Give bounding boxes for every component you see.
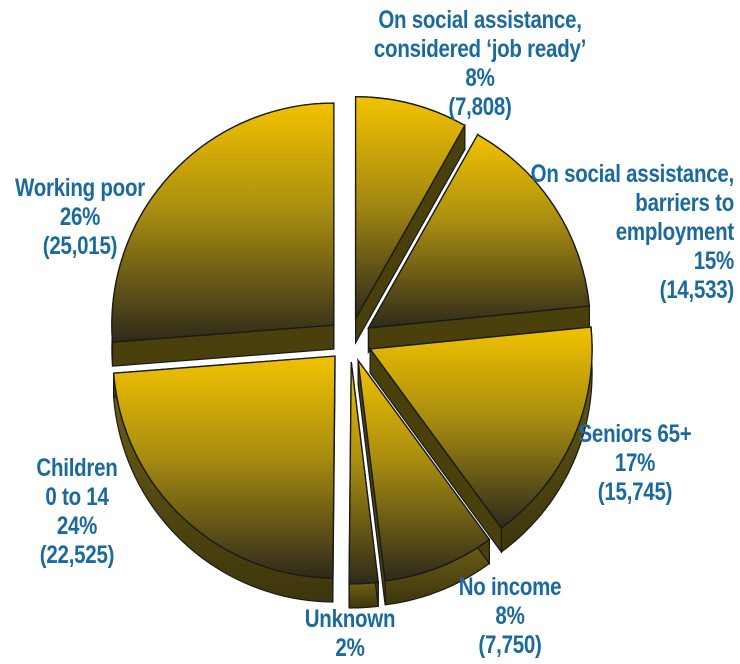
label-job-ready-count: (7,808) bbox=[448, 93, 512, 121]
label-unknown-line-1: Unknown bbox=[304, 605, 396, 633]
label-job-ready-percent: 8% bbox=[465, 64, 495, 92]
label-barriers-count: (14,533) bbox=[659, 276, 735, 304]
slice-seniors bbox=[368, 326, 593, 529]
label-barriers-line-1: On social assistance, bbox=[530, 160, 735, 188]
label-working-poor-line-1: Working poor bbox=[15, 174, 145, 202]
slice-children bbox=[112, 355, 336, 579]
label-job-ready-line-1: On social assistance, bbox=[378, 6, 582, 34]
label-barriers-line-2: barriers to bbox=[635, 189, 734, 217]
label-job-ready: On social assistance, considered ‘job re… bbox=[357, 6, 603, 122]
label-seniors-count: (15,745) bbox=[597, 478, 673, 506]
label-children-line-1: Children bbox=[36, 454, 118, 482]
label-no-income: No income 8% (7,750) bbox=[453, 573, 568, 660]
label-working-poor-percent: 26% bbox=[59, 203, 101, 231]
label-no-income-count: (7,750) bbox=[478, 631, 542, 659]
label-no-income-percent: 8% bbox=[495, 602, 525, 630]
label-barriers: On social assistance, barriers to employ… bbox=[496, 160, 735, 305]
label-children: Children 0 to 14 24% (22,525) bbox=[16, 454, 139, 570]
label-seniors: Seniors 65+ 17% (15,745) bbox=[574, 420, 697, 507]
slice-unknown bbox=[348, 361, 380, 585]
label-barriers-line-3: employment bbox=[615, 218, 735, 246]
label-seniors-percent: 17% bbox=[614, 449, 656, 477]
label-job-ready-line-2: considered ‘job ready’ bbox=[373, 35, 587, 63]
slice-no_income bbox=[357, 357, 491, 582]
label-working-poor-count: (25,015) bbox=[42, 232, 118, 260]
label-children-line-2: 0 to 14 bbox=[45, 483, 109, 511]
label-working-poor: Working poor 26% (25,015) bbox=[14, 174, 145, 261]
label-barriers-percent: 15% bbox=[693, 247, 735, 275]
label-children-percent: 24% bbox=[56, 512, 98, 540]
slice-barriers bbox=[367, 133, 591, 329]
label-unknown: Unknown 2% bbox=[293, 605, 408, 663]
label-seniors-line-1: Seniors 65+ bbox=[578, 420, 692, 448]
label-no-income-line-1: No income bbox=[458, 573, 562, 601]
slice-working_poor bbox=[111, 102, 335, 343]
slice-job_ready bbox=[354, 96, 466, 322]
label-unknown-percent: 2% bbox=[335, 634, 365, 662]
label-children-count: (22,525) bbox=[39, 541, 115, 569]
